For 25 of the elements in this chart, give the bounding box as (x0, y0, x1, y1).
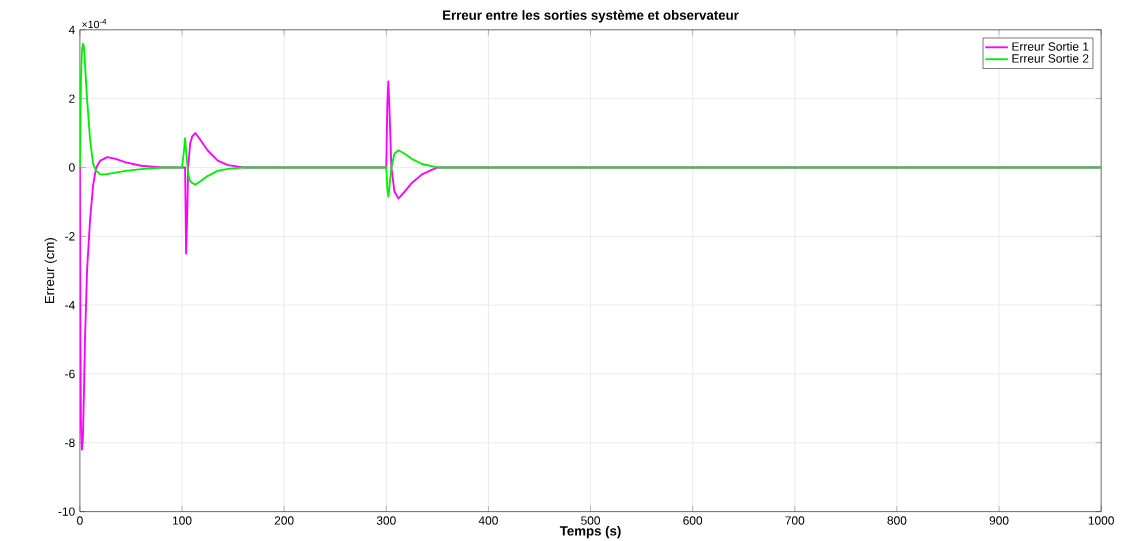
x-tick-label: 800 (887, 516, 907, 525)
legend-label: Erreur Sortie 2 (1012, 53, 1089, 63)
y-tick-label: -6 (65, 369, 75, 378)
x-tick-label: 1000 (1088, 516, 1114, 525)
x-tick-label: 600 (683, 516, 703, 525)
x-tick-label: 0 (77, 516, 83, 525)
y-tick-label: -2 (65, 231, 75, 241)
text: ×10$^{-4}$ (82, 18, 107, 28)
legend-label: Erreur Sortie 1 (1012, 41, 1089, 51)
y-tick-label: 4 (68, 25, 75, 34)
x-axis-title: Temps (s) (559, 525, 621, 539)
x-tick-label: 300 (376, 516, 396, 525)
y-tick-label: 2 (69, 94, 75, 103)
x-tick-label: 900 (989, 516, 1009, 525)
x-tick-label: 500 (581, 516, 601, 525)
y-tick-label: -8 (65, 438, 75, 447)
x-tick-label: 700 (785, 516, 805, 525)
x-tick-label: 100 (172, 516, 192, 525)
y-tick-label: -4 (65, 300, 75, 310)
chart-title: Erreur entre les sorties système et observateur (443, 9, 739, 23)
y-axis-title: Erreur (cm) (44, 237, 57, 303)
y-tick-label: -10 (58, 507, 75, 516)
x-tick-label: 200 (274, 516, 294, 525)
x-tick-label: 400 (478, 516, 498, 525)
y-tick-label: 0 (69, 163, 75, 172)
